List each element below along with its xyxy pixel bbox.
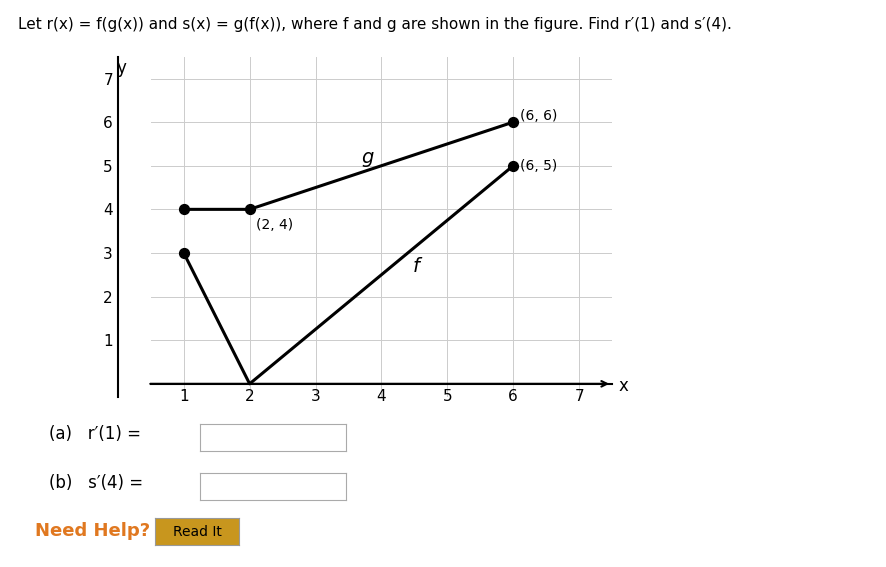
- Text: Read It: Read It: [173, 525, 222, 539]
- Text: (6, 5): (6, 5): [519, 159, 556, 173]
- Point: [176, 205, 190, 214]
- Point: [176, 248, 190, 257]
- Point: [506, 161, 520, 170]
- Point: [242, 205, 256, 214]
- Text: y: y: [116, 59, 126, 77]
- Text: (a)   r′(1) =: (a) r′(1) =: [49, 425, 141, 443]
- Text: Need Help?: Need Help?: [35, 522, 151, 540]
- Text: (2, 4): (2, 4): [256, 218, 293, 231]
- Text: $f$: $f$: [411, 256, 423, 276]
- Text: Let r(x) = f(g(x)) and s(x) = g(f(x)), where f and g are shown in the figure. Fi: Let r(x) = f(g(x)) and s(x) = g(f(x)), w…: [18, 17, 731, 32]
- Text: (6, 6): (6, 6): [519, 109, 556, 122]
- Text: $g$: $g$: [361, 150, 375, 169]
- Text: x: x: [618, 377, 628, 395]
- Point: [506, 117, 520, 126]
- Text: (b)   s′(4) =: (b) s′(4) =: [49, 474, 143, 492]
